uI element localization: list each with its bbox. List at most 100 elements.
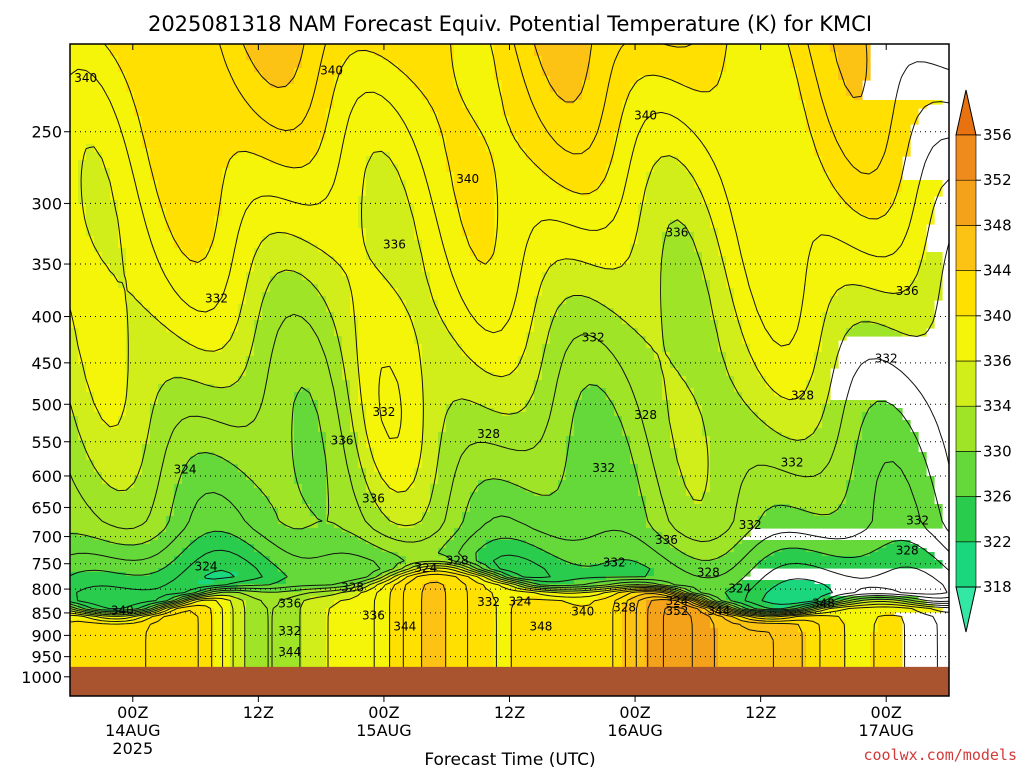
field-cell <box>294 396 311 401</box>
field-cell <box>814 136 911 141</box>
field-cell <box>662 320 719 325</box>
field-cell <box>246 632 303 637</box>
field-cell <box>70 328 79 333</box>
field-cell <box>902 188 943 193</box>
field-cell <box>206 572 239 577</box>
field-cell <box>302 488 327 493</box>
field-cell <box>70 472 103 477</box>
field-cell <box>510 660 623 665</box>
field-cell <box>246 56 303 61</box>
y-tick-label: 700 <box>31 528 62 547</box>
field-cell <box>278 516 319 521</box>
field-cell <box>494 632 511 637</box>
field-cell <box>614 144 815 149</box>
field-cell <box>214 384 231 389</box>
field-cell <box>622 608 647 613</box>
field-cell <box>494 240 639 245</box>
field-cell <box>870 404 895 409</box>
field-cell <box>622 628 647 633</box>
field-cell <box>726 52 791 57</box>
contour-label: 340 <box>74 71 97 85</box>
field-cell <box>406 556 447 561</box>
field-cell <box>838 504 943 509</box>
field-cell <box>614 412 671 417</box>
field-cell <box>822 156 903 161</box>
field-cell <box>222 188 367 193</box>
field-cell <box>662 396 695 401</box>
field-cell <box>494 48 535 53</box>
field-cell <box>654 568 751 573</box>
field-cell <box>574 404 615 409</box>
field-cell <box>390 648 423 653</box>
field-cell <box>494 176 551 181</box>
field-cell <box>422 400 455 405</box>
field-cell <box>862 420 911 425</box>
field-cell <box>846 328 895 333</box>
field-cell <box>462 100 503 105</box>
colorbar-swatch <box>955 225 977 271</box>
field-cell <box>678 156 823 161</box>
field-cell <box>342 360 359 365</box>
field-cell <box>318 412 351 417</box>
field-cell <box>590 588 607 593</box>
field-cell <box>662 364 671 369</box>
field-cell <box>694 244 719 249</box>
field-cell <box>70 652 215 657</box>
colorbar-label: 326 <box>983 488 1012 506</box>
field-cell <box>742 328 823 333</box>
field-cell <box>110 52 247 57</box>
field-cell <box>70 260 103 265</box>
field-cell <box>318 516 327 521</box>
contour-label: 324 <box>728 582 751 596</box>
field-cell <box>70 500 175 505</box>
field-cell <box>342 528 455 533</box>
field-cell <box>294 404 319 409</box>
field-cell <box>358 328 415 333</box>
field-cell <box>710 88 799 93</box>
field-cell <box>630 88 695 93</box>
field-cell <box>526 404 575 409</box>
field-cell <box>630 96 799 101</box>
field-cell <box>246 292 263 297</box>
field-cell <box>302 588 351 593</box>
field-cell <box>742 320 823 325</box>
field-cell <box>102 156 151 161</box>
field-cell <box>710 484 847 489</box>
field-cell <box>510 640 623 645</box>
field-cell <box>358 324 415 329</box>
field-cell <box>326 452 359 457</box>
field-cell <box>854 464 927 469</box>
field-cell <box>414 484 431 489</box>
field-cell <box>414 228 463 233</box>
field-cell <box>662 388 695 393</box>
field-cell <box>710 460 855 465</box>
field-cell <box>854 208 887 213</box>
field-cell <box>542 56 591 61</box>
field-cell <box>430 292 543 297</box>
field-cell <box>606 396 663 401</box>
field-cell <box>622 120 807 125</box>
field-cell <box>726 368 759 373</box>
field-cell <box>334 76 407 81</box>
field-cell <box>718 600 735 605</box>
field-cell <box>70 128 143 133</box>
field-cell <box>510 652 623 657</box>
field-cell <box>814 144 911 149</box>
field-cell <box>334 320 359 325</box>
field-cell <box>350 412 367 417</box>
field-cell <box>326 508 383 513</box>
field-cell <box>78 164 103 169</box>
field-cell <box>254 260 335 265</box>
field-cell <box>414 328 447 333</box>
field-cell <box>70 216 87 221</box>
field-cell <box>158 388 303 393</box>
field-cell <box>198 596 207 601</box>
field-cell <box>254 264 343 269</box>
field-cell <box>614 408 671 413</box>
field-cell <box>214 452 295 457</box>
field-cell <box>622 320 663 325</box>
field-cell <box>238 468 295 473</box>
field-cell <box>390 592 423 597</box>
field-cell <box>478 120 511 125</box>
field-cell <box>510 124 623 129</box>
